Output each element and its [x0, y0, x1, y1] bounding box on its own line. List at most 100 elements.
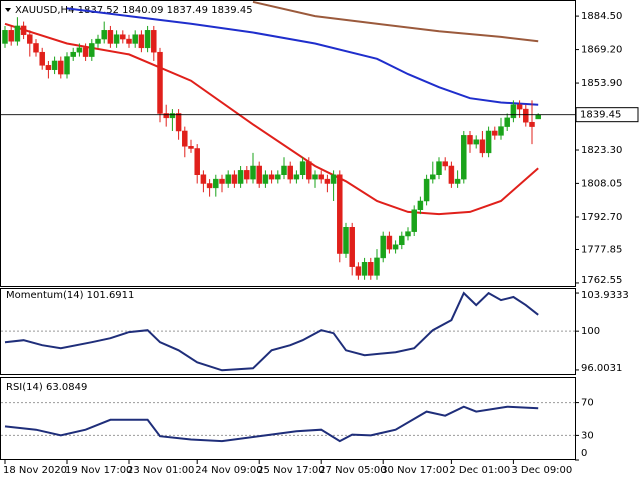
candle-body [454, 178, 461, 184]
candle-body [82, 47, 89, 57]
candle-body [312, 174, 318, 180]
candle-body [492, 130, 498, 136]
candle-body [529, 121, 535, 127]
candle-body [107, 30, 114, 44]
candle-body [157, 51, 163, 114]
candle-body [399, 235, 405, 246]
candle-body [324, 178, 331, 184]
candle-body [256, 165, 262, 184]
candle-body [386, 235, 393, 250]
candle-body [337, 174, 343, 254]
x-tick-label: 18 Nov 2020 [3, 465, 67, 476]
candle-body [76, 47, 83, 53]
candle-body [535, 114, 541, 120]
candle-body [368, 262, 374, 276]
x-tick-label: 3 Dec 09:00 [511, 465, 572, 476]
candle-body [306, 161, 312, 180]
candle-body [2, 30, 8, 44]
candle-body [225, 174, 231, 184]
y-tick-label: 100 [581, 326, 600, 337]
candle-body [144, 30, 151, 49]
candle-body [89, 43, 95, 57]
candle-body [473, 139, 479, 145]
candle-body [113, 34, 120, 44]
candle-body [417, 200, 424, 211]
candle-body [343, 227, 349, 254]
candle-body [461, 135, 467, 180]
candle-body [281, 165, 287, 175]
candle-body [268, 174, 275, 180]
candle-body [200, 174, 207, 184]
candle-body [516, 104, 523, 110]
candle-body [8, 30, 14, 42]
candle-body [163, 113, 169, 119]
candle-body [182, 130, 188, 147]
candle-body [244, 170, 250, 180]
momentum-title: Momentum(14) 101.6911 [6, 290, 134, 301]
candle-body [169, 113, 176, 119]
current-price-label: 1839.45 [580, 110, 621, 121]
candle-body [27, 34, 33, 44]
price-panel [0, 0, 576, 287]
candle-body [194, 148, 200, 175]
indicator-line [4, 291, 539, 372]
indicator-line [4, 405, 539, 443]
candle-body [250, 165, 256, 180]
current-price-box [575, 107, 639, 123]
candle-body [58, 60, 64, 75]
candle-body [374, 257, 380, 276]
chart-title: XAUUSD,H4 1837.52 1840.09 1837.49 1839.4… [15, 5, 253, 16]
candle-body [361, 262, 368, 276]
candle-body [45, 65, 52, 70]
y-tick-label: 0 [581, 448, 587, 459]
y-tick-label: 1884.50 [581, 11, 622, 22]
candle-body [405, 231, 411, 237]
x-tick-label: 23 Nov 01:00 [127, 465, 194, 476]
candle-body [504, 117, 510, 127]
candle-body [436, 161, 442, 175]
candle-body [206, 183, 213, 189]
candle-body [430, 174, 436, 180]
candle-body [219, 178, 225, 184]
indicator-line [66, 7, 539, 106]
y-tick-label: 70 [581, 398, 594, 409]
y-tick-label: 30 [581, 430, 594, 441]
candle-body [479, 139, 486, 154]
candle-body [523, 108, 529, 123]
candle-body [70, 51, 76, 57]
y-tick-label: 103.9333 [581, 290, 629, 301]
candle-body [299, 161, 306, 175]
y-tick-label: 1808.05 [581, 178, 622, 189]
candle-body [14, 25, 21, 42]
candle-body [293, 174, 300, 180]
candle-body [411, 209, 417, 232]
menu-triangle [5, 8, 11, 12]
y-tick-label: 1777.85 [581, 244, 622, 255]
candle-body [231, 174, 238, 184]
candle-body [467, 135, 473, 145]
x-tick-label: 30 Nov 17:00 [381, 465, 448, 476]
candle-body [355, 266, 362, 276]
candle-body [20, 25, 27, 35]
candle-body [262, 174, 269, 184]
candle-body [33, 43, 39, 53]
candle-body [318, 174, 324, 180]
candle-body [132, 34, 138, 44]
candle-body [213, 178, 219, 189]
candle-body [380, 235, 386, 259]
candle-body [120, 34, 126, 40]
candle-body [237, 170, 244, 184]
rsi-title: RSI(14) 63.0849 [6, 382, 87, 393]
candle-body [442, 161, 448, 167]
candle-body [101, 30, 107, 40]
y-tick-label: 96.0031 [581, 363, 622, 374]
candle-body [330, 174, 337, 184]
candle-body [151, 30, 157, 53]
y-tick-label: 1869.20 [581, 45, 622, 56]
candle-body [448, 165, 455, 184]
candle-body [392, 244, 399, 250]
y-tick-label: 1762.55 [581, 275, 622, 286]
candle-body [64, 56, 70, 75]
